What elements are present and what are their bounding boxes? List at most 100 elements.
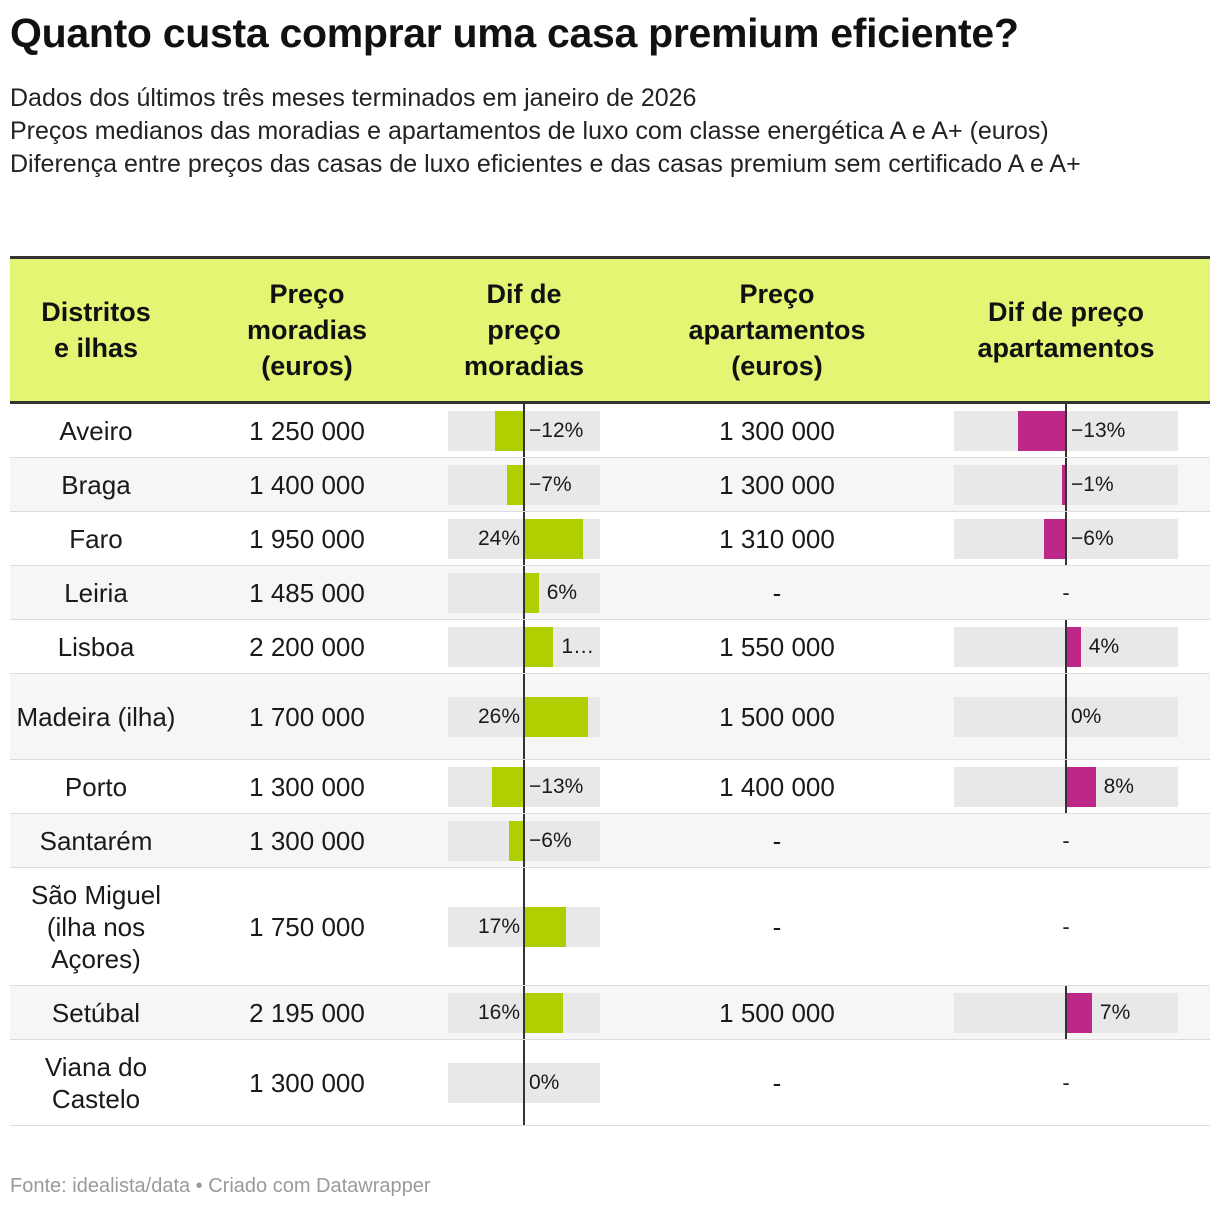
cell-price-houses: 1 300 000 [249,1067,365,1098]
cell-diff-apartments: −6% [10,512,1210,565]
diff-houses-axis [523,814,525,867]
diff-houses-label: 1… [561,635,595,658]
cell-diff-houses: −6% [10,814,1210,867]
cell-diff-apartments: −13% [10,404,1210,457]
table-row: Faro 1 950 000 24% 1 310 000 −6% [10,512,1210,566]
diff-houses-axis [523,986,525,1039]
cell-price-apartments: 1 300 000 [719,469,835,500]
diff-houses-label: 24% [477,527,520,550]
diff-houses-bar [492,767,524,807]
cell-price-houses: 1 300 000 [249,825,365,856]
diff-houses-label: 26% [477,705,520,728]
cell-district: Madeira (ilha) [16,701,176,732]
cell-district: Porto [64,771,128,802]
diff-houses-axis [523,868,525,985]
diff-apartments-bar [1066,627,1081,667]
diff-houses-bar [524,519,583,559]
diff-houses-label: −13% [529,775,584,798]
diff-apartments-axis [1065,404,1067,457]
diff-houses-axis [523,760,525,813]
diff-houses-axis [523,620,525,673]
diff-houses-bar [524,993,564,1033]
diff-houses-axis [523,566,525,619]
diff-houses-axis [523,1040,525,1125]
diff-apartments-label: 0% [1071,705,1102,728]
diff-apartments-axis [1065,674,1067,759]
cell-diff-houses: 6% [10,566,1210,619]
diff-apartments-label: 8% [1103,775,1134,798]
cell-diff-houses: 0% [10,1040,1210,1125]
cell-price-apartments: 1 400 000 [719,771,835,802]
subtitle-line-3: Diferença entre preços das casas de luxo… [10,150,1081,178]
header-price-houses: Preço moradias (euros) [246,279,368,381]
table-row: Braga 1 400 000 −7% 1 300 000 −1% [10,458,1210,512]
table-row: Porto 1 300 000 −13% 1 400 000 8% [10,760,1210,814]
diff-apartments-label: −13% [1071,419,1126,442]
cell-district: Santarém [39,825,153,856]
diff-apartments-bar [1043,519,1066,559]
cell-price-houses: 1 400 000 [249,469,365,500]
diff-apartments-bar [1066,993,1092,1033]
cell-price-apartments: 1 500 000 [719,997,835,1028]
table-row: Santarém 1 300 000 −6% - - [10,814,1210,868]
diff-apartments-bar [1062,465,1066,505]
diff-apartments-label: −6% [1071,527,1114,550]
cell-diff-apartments-empty: - [1062,579,1070,605]
diff-apartments-axis [1065,458,1067,511]
cell-price-houses: 1 250 000 [249,415,365,446]
footer-source: Fonte: idealista/data • Criado com Dataw… [10,1175,431,1197]
diff-apartments-label: 7% [1099,1001,1131,1024]
table-row: São Miguel (ilha nos Açores) 1 750 000 17%… [10,868,1210,986]
cell-price-apartments: 1 500 000 [719,701,835,732]
diff-houses-axis [523,458,525,511]
cell-price-apartments: - [772,1067,782,1098]
cell-district: São Miguel (ilha nos Açores) [30,879,162,974]
table-row: Madeira (ilha) 1 700 000 26% 1 500 000 0% [10,674,1210,760]
diff-houses-bar [524,697,588,737]
diff-apartments-axis [1065,512,1067,565]
cell-diff-apartments-empty: - [1062,1069,1070,1095]
diff-houses-label: −7% [529,473,572,496]
table-row: Lisboa 2 200 000 1… 1 550 000 4% [10,620,1210,674]
diff-apartments-label: −1% [1071,473,1114,496]
diff-houses-bar [524,907,566,947]
cell-diff-apartments: 0% [10,674,1210,759]
table-row: Setúbal 2 195 000 16% 1 500 000 7% [10,986,1210,1040]
cell-district: Braga [61,469,131,500]
diff-houses-label: 17% [477,915,520,938]
diff-houses-axis [523,512,525,565]
cell-price-apartments: 1 550 000 [719,631,835,662]
cell-diff-houses: 16% [10,986,1210,1039]
cell-district: Setúbal [51,997,141,1028]
diff-houses-bar [509,821,524,861]
subtitle-line-1: Dados dos últimos três meses terminados … [10,84,697,112]
cell-price-apartments: - [772,911,782,942]
cell-diff-houses: −12% [10,404,1210,457]
table-body: Aveiro 1 250 000 −12% 1 300 000 −13% Braga 1 4… [10,404,1210,1126]
cell-diff-houses: 1… [10,620,1210,673]
cell-district: Viana do Castelo [44,1051,148,1114]
header-diff-apartments: Dif de preço apartamentos [977,297,1155,363]
diff-houses-bar [494,411,524,451]
cell-district: Leiria [64,577,128,608]
cell-price-houses: 2 200 000 [249,631,365,662]
header-district: Distritos e ilhas [41,297,151,363]
diff-apartments-label: 4% [1088,635,1120,658]
cell-price-apartments: - [772,825,782,856]
diff-houses-label: 6% [546,581,578,604]
cell-diff-houses: −7% [10,458,1210,511]
cell-price-houses: 1 300 000 [249,771,365,802]
table-row: Viana do Castelo 1 300 000 0% - - [10,1040,1210,1126]
cell-price-apartments: 1 310 000 [719,523,835,554]
header-price-apartments: Preço apartamentos (euros) [688,279,866,381]
diff-houses-label: −12% [529,419,584,442]
diff-houses-label: 16% [477,1001,520,1024]
cell-price-apartments: 1 300 000 [719,415,835,446]
cell-price-houses: 1 950 000 [249,523,365,554]
cell-diff-houses: 17% [10,868,1210,985]
cell-diff-houses: 24% [10,512,1210,565]
cell-price-apartments: - [772,577,782,608]
cell-diff-apartments: 7% [10,986,1210,1039]
table-row: Leiria 1 485 000 6% - - [10,566,1210,620]
diff-houses-bar [524,627,554,667]
